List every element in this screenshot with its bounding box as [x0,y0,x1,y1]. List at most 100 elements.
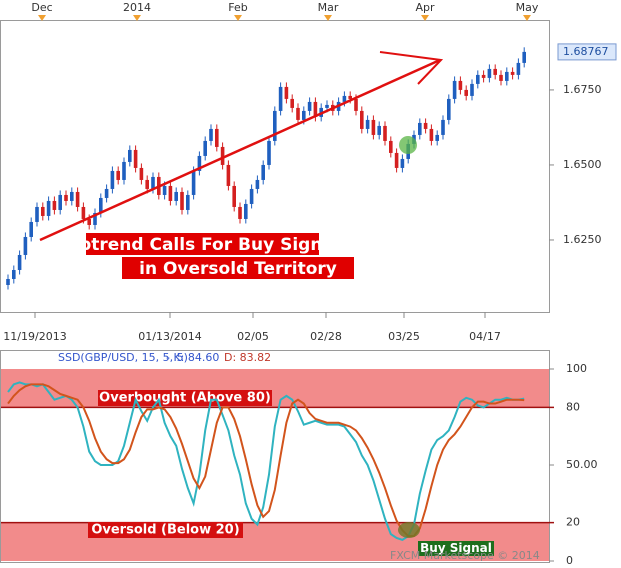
candle-body [365,119,370,129]
x-tick-label: 02/28 [310,330,342,343]
candle-body [17,254,22,270]
candle-body [470,83,474,96]
candle-body [180,191,184,210]
candle-body [151,176,155,189]
candle-body [516,62,521,75]
period-marker [324,15,332,21]
candle-body [168,185,173,201]
candle-body [110,170,115,189]
candle-body [273,110,277,141]
candle-body [278,86,283,111]
last-price-box [557,43,617,61]
candle-body [122,161,126,180]
candle-body [244,203,248,219]
candle-body [354,98,358,111]
top-axis-label: May [516,1,539,14]
candle-body [389,140,393,153]
period-marker [523,15,531,21]
candle-body [493,68,497,75]
candle-body [452,80,457,99]
candle-body [116,170,120,180]
candle-body [41,206,45,216]
candle-body [487,68,492,78]
y-tick-label: 20 [566,516,580,529]
period-marker [133,15,141,21]
candle-body [429,128,434,141]
zone-label: Oversold (Below 20) [91,523,239,538]
top-axis-label: 2014 [123,1,151,14]
y-tick-label: 0 [566,554,573,564]
candle-body [133,149,138,168]
candle-body [70,191,74,201]
candle-body [6,278,10,285]
candle-body [464,89,468,96]
candle-body [522,51,526,63]
candle-body [476,74,480,84]
y-tick-label: 1.6250 [563,233,602,246]
trend-arrow [39,51,444,242]
candle-body [12,269,16,279]
candle-body [93,212,97,225]
y-tick-label: 1.6750 [563,83,602,96]
candle-body [383,125,387,141]
y-tick-label: 100 [566,362,587,375]
top-axis-label: Feb [228,1,247,14]
candle-body [371,119,376,135]
indicator-line [7,381,525,541]
period-marker [234,15,242,21]
candle-body [75,191,80,207]
x-tick-label: 01/13/2014 [138,330,201,343]
last-price-label: 1.68767 [563,45,609,58]
x-tick-label: 04/17 [469,330,501,343]
candle-body [23,236,28,255]
candle-body [162,185,167,195]
candle-body [191,170,196,195]
candle-body [215,128,219,147]
candle-body [209,128,213,141]
candle-body [400,158,405,168]
candle-body [435,134,439,141]
top-axis-label: Mar [318,1,339,14]
zone-label: Overbought (Above 80) [99,391,271,406]
candle-body [360,110,364,129]
y-tick-label: 80 [566,400,580,413]
candle-body [226,164,231,186]
x-tick-label: 02/05 [237,330,269,343]
signal-marker [398,522,420,538]
candle-body [186,194,190,210]
candle-body [505,71,509,81]
candle-body [499,74,503,81]
annotation: in Oversold Territory [139,259,337,279]
candle-body [174,191,178,201]
trend-line [39,58,441,242]
annotation-box [86,233,319,255]
oscillator-layer: 100 80 50.00 20 0 Overbought (Above 80) Overso… [1,362,598,567]
candle-body [284,86,289,99]
x-tick-label: 11/19/2013 [3,330,66,343]
annotation: Buy Signal [420,541,492,555]
candle-body [238,206,242,219]
top-axis-label: Apr [415,1,435,14]
candle-body [64,194,68,201]
candle-body [307,101,312,111]
zone [1,369,549,408]
indicator-line [7,383,525,538]
candle-body [447,98,451,120]
candle-body [481,74,486,78]
candle-body [197,155,202,171]
candle-body [261,164,265,180]
candle-body [46,200,51,216]
x-tick-label: 03/25 [388,330,420,343]
candle-body [99,197,103,213]
k-readout: - K: 84.60 [166,351,219,364]
candle-body [394,152,399,168]
candle-body [296,107,300,120]
signal-marker [399,136,417,154]
y-tick-label: 50.00 [566,458,598,471]
period-marker [421,15,429,21]
price-layer: 1.6750 1.6500 1.6250 Dec 2014 Feb Mar Apr May 11/… [3,1,617,343]
candle-body [510,71,515,75]
watermark: FXCM Marketscope © 2014 [390,549,540,562]
